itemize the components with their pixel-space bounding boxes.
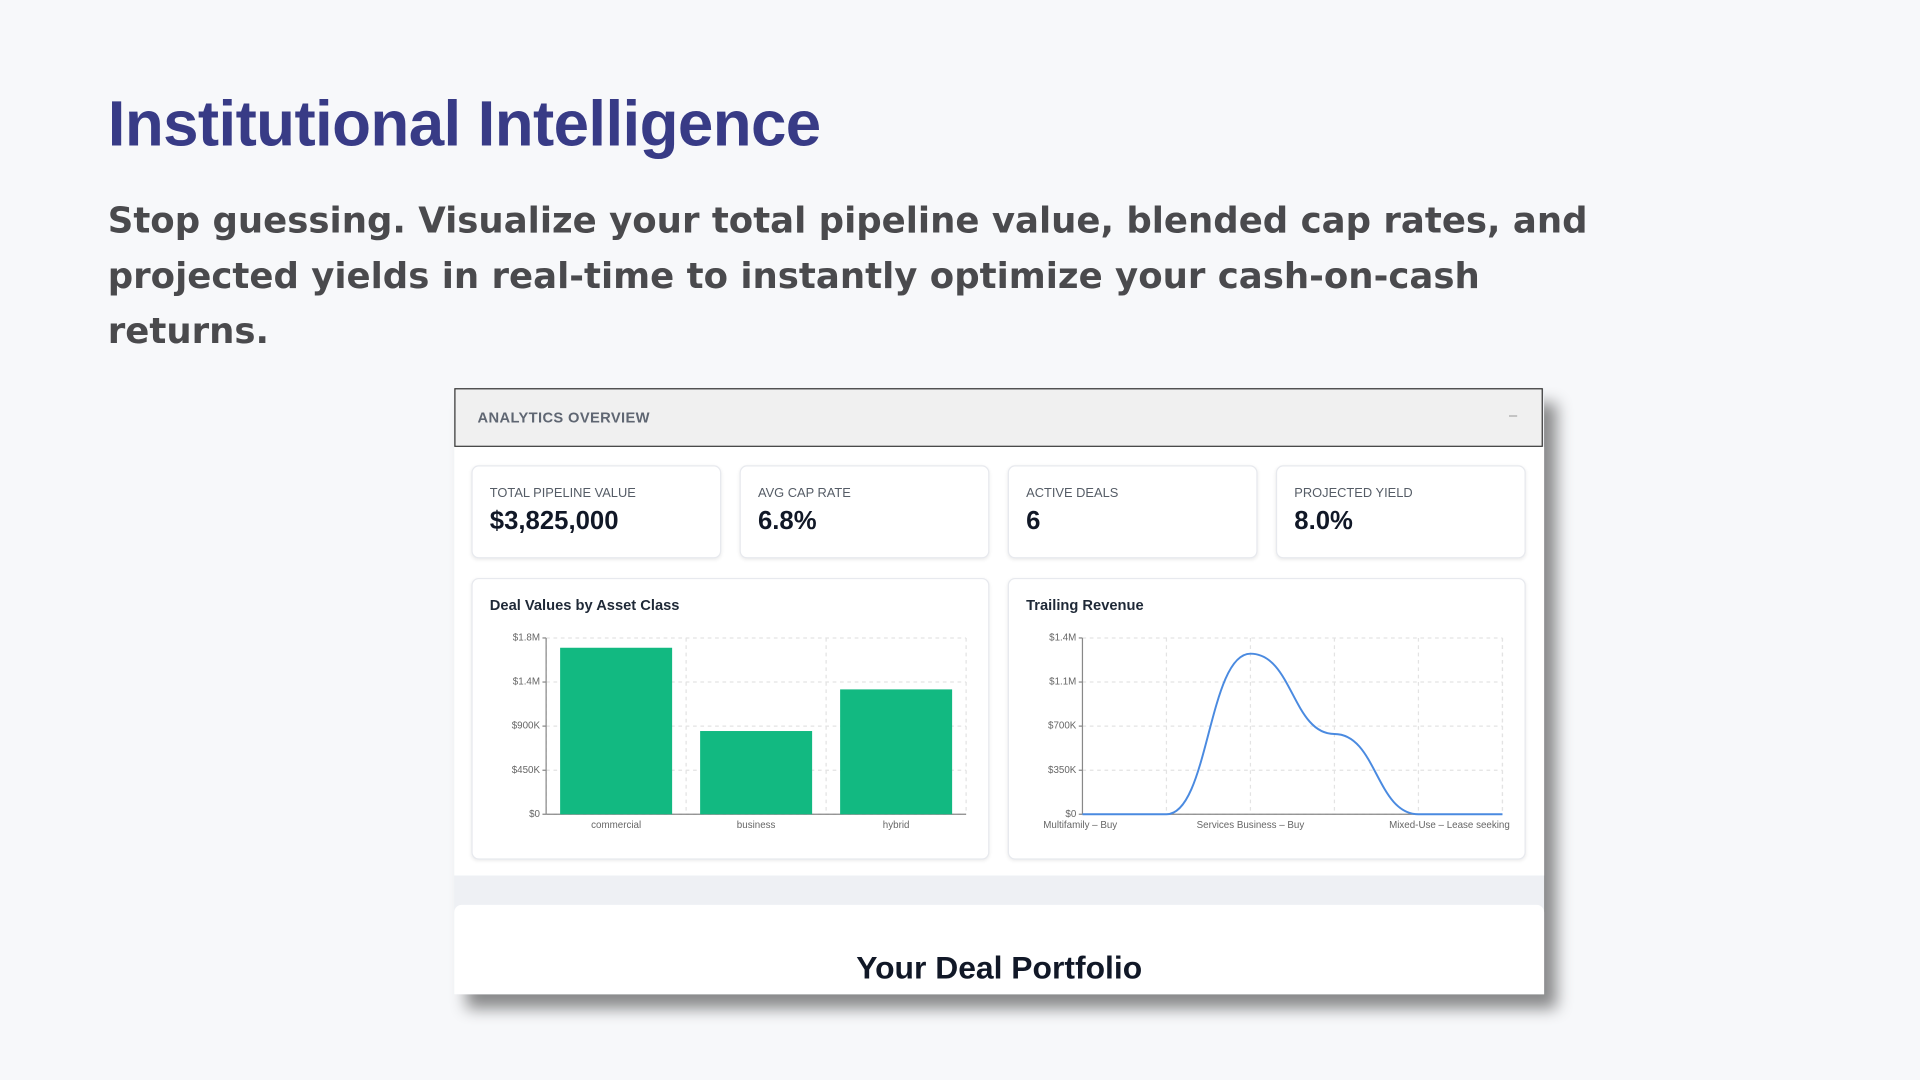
x-tick-label: Multifamily – Buy	[1043, 820, 1117, 831]
bar	[840, 689, 953, 815]
dashboard-screenshot: ANALYTICS OVERVIEW – TOTAL PIPELINE VALU…	[454, 388, 1545, 995]
kpi-card: ACTIVE DEALS 6	[1007, 465, 1258, 559]
kpi-label: PROJECTED YIELD	[1294, 486, 1413, 501]
panel-content: TOTAL PIPELINE VALUE $3,825,000 AVG CAP RA…	[454, 446, 1545, 876]
y-tick-label: $0	[1065, 809, 1076, 820]
portfolio-section: Your Deal Portfolio	[454, 904, 1545, 995]
kpi-card: PROJECTED YIELD 8.0%	[1275, 465, 1526, 559]
kpi-label: TOTAL PIPELINE VALUE	[489, 486, 636, 501]
x-tick-label: commercial	[591, 820, 641, 831]
x-tick-label: Mixed-Use – Lease seeking	[1389, 820, 1510, 831]
bar	[700, 731, 813, 815]
bar	[560, 647, 673, 815]
line	[1082, 652, 1503, 816]
chart-card: Trailing Revenue $0 $350K $700K $1.1M $1.4M Mu…	[1007, 577, 1526, 860]
kpi-value: 6.8%	[757, 506, 817, 536]
kpi-value: 8.0%	[1294, 506, 1353, 536]
kpi-label: ACTIVE DEALS	[1026, 486, 1119, 501]
kpi-value: 6	[1026, 506, 1041, 536]
x-tick-label: hybrid	[883, 820, 910, 831]
chart-title: Deal Values by Asset Class	[490, 598, 680, 614]
y-tick-label: $900K	[512, 721, 541, 732]
subheadline: Stop guessing. Visualize your total pipe…	[107, 199, 1588, 352]
panel-title: ANALYTICS OVERVIEW	[477, 408, 650, 427]
kpi-card: TOTAL PIPELINE VALUE $3,825,000	[471, 465, 722, 559]
y-tick-label: $1.8M	[513, 633, 540, 644]
x-tick-label: Services Business – Buy	[1197, 820, 1305, 831]
y-tick-label: $700K	[1048, 721, 1077, 732]
y-tick-label: $1.1M	[1049, 677, 1076, 688]
y-tick-label: $1.4M	[1049, 633, 1076, 644]
kpi-card: AVG CAP RATE 6.8%	[739, 465, 990, 559]
headline: Institutional Intelligence	[107, 89, 821, 161]
chart-card: Deal Values by Asset Class $0 $450K $900K $1…	[471, 577, 990, 860]
y-tick-label: $350K	[1048, 765, 1077, 776]
chart-title: Trailing Revenue	[1026, 598, 1144, 614]
y-tick-label: $450K	[512, 765, 541, 776]
y-tick-label: $0	[529, 809, 540, 820]
y-tick-label: $1.4M	[513, 677, 540, 688]
x-tick-label: business	[737, 820, 776, 831]
portfolio-title: Your Deal Portfolio	[856, 948, 1143, 986]
collapse-button[interactable]: –	[1508, 406, 1518, 424]
kpi-value: $3,825,000	[489, 506, 619, 536]
chart: Deal Values by Asset Class $0 $450K $900K $1…	[490, 598, 967, 831]
kpi-label: AVG CAP RATE	[757, 486, 851, 501]
panel-header[interactable]: ANALYTICS OVERVIEW –	[454, 388, 1543, 447]
chart: Trailing Revenue $0 $350K $700K $1.1M $1.4M Mu…	[1026, 598, 1510, 831]
